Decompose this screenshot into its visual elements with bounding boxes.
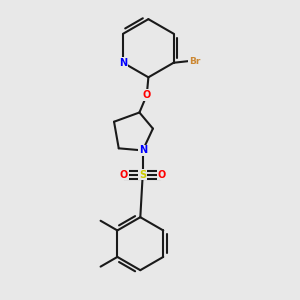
Text: O: O <box>142 90 151 100</box>
Text: O: O <box>120 169 128 180</box>
Text: N: N <box>139 146 147 155</box>
Text: S: S <box>139 169 146 180</box>
Text: O: O <box>157 169 166 180</box>
Text: Br: Br <box>189 57 200 66</box>
Text: N: N <box>119 58 127 68</box>
